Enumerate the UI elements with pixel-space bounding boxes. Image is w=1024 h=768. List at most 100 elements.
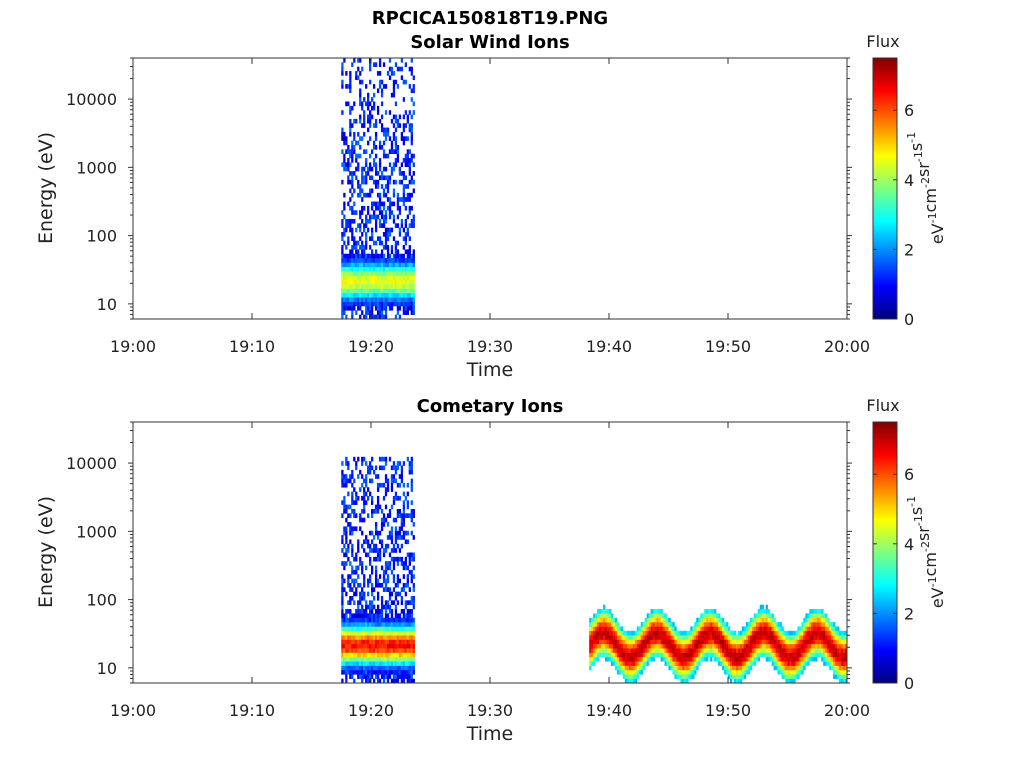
spectrogram-cell bbox=[745, 656, 749, 662]
spectrogram-cell bbox=[696, 648, 699, 653]
spectrogram-cell bbox=[369, 626, 372, 632]
spectrogram-cell bbox=[386, 587, 390, 592]
spectrogram-cell bbox=[372, 201, 376, 207]
spectrogram-cell bbox=[843, 643, 846, 649]
spectrogram-cell bbox=[733, 648, 737, 653]
spectrogram-cell bbox=[610, 648, 614, 653]
spectrogram-cell bbox=[825, 639, 828, 645]
spectrogram-cell bbox=[654, 622, 657, 627]
spectrogram-cell bbox=[787, 656, 790, 662]
spectrogram-cell bbox=[712, 639, 715, 645]
spectrogram-cell bbox=[345, 456, 348, 462]
spectrogram-cell bbox=[609, 656, 612, 662]
spectrogram-cell bbox=[757, 609, 761, 614]
spectrogram-cell bbox=[408, 556, 411, 562]
spectrogram-cell bbox=[747, 669, 751, 675]
spectrogram-cell bbox=[378, 218, 382, 224]
spectrogram-cell bbox=[386, 635, 390, 640]
spectrogram-cell bbox=[829, 648, 832, 653]
spectrogram-cell bbox=[642, 639, 645, 645]
spectrogram-cell bbox=[355, 587, 358, 592]
spectrogram-cell bbox=[343, 279, 346, 285]
spectrogram-cell bbox=[349, 587, 352, 592]
spectrogram-cell bbox=[363, 275, 366, 281]
spectrogram-cell bbox=[371, 271, 374, 276]
spectrogram-cell bbox=[384, 643, 388, 649]
spectrogram-cell bbox=[365, 175, 368, 181]
spectrogram-cell bbox=[741, 665, 745, 671]
spectrogram-cell bbox=[374, 582, 378, 588]
spectrogram-cell bbox=[365, 665, 368, 671]
spectrogram-cell bbox=[398, 526, 402, 532]
spectrogram-cell bbox=[388, 253, 392, 259]
spectrogram-cell bbox=[382, 643, 386, 649]
spectrogram-cell bbox=[382, 266, 386, 272]
spectrogram-cell bbox=[382, 284, 386, 289]
spectrogram-cell bbox=[347, 166, 350, 172]
spectrogram-cell bbox=[666, 635, 669, 640]
spectrogram-cell bbox=[622, 661, 626, 666]
spectrogram-cell bbox=[809, 617, 812, 623]
spectrogram-cell bbox=[343, 543, 346, 549]
spectrogram-cell bbox=[759, 626, 763, 632]
spectrogram-cell bbox=[765, 635, 768, 640]
spectrogram-cell bbox=[355, 461, 358, 466]
spectrogram-cell bbox=[793, 630, 796, 636]
spectrogram-cell bbox=[363, 578, 366, 584]
spectrogram-cell bbox=[672, 639, 675, 645]
spectrogram-cell bbox=[363, 253, 366, 259]
spectrogram-cell bbox=[402, 97, 406, 102]
spectrogram-cell bbox=[410, 517, 413, 523]
spectrogram-cell bbox=[720, 652, 723, 658]
spectrogram-cell bbox=[811, 635, 814, 640]
spectrogram-cell bbox=[372, 258, 376, 263]
spectrogram-cell bbox=[371, 456, 374, 462]
spectrogram-cell bbox=[394, 635, 398, 640]
spectrogram-cell bbox=[386, 245, 390, 250]
spectrogram-cell bbox=[593, 622, 596, 627]
spectrogram-cell bbox=[400, 469, 404, 475]
spectrogram-cell bbox=[837, 635, 840, 640]
spectrogram-cell bbox=[819, 617, 822, 623]
spectrogram-cell bbox=[374, 205, 378, 211]
spectrogram-cell bbox=[392, 266, 396, 272]
spectrogram-cell bbox=[726, 643, 729, 649]
spectrogram-cell bbox=[376, 192, 380, 198]
spectrogram-cell bbox=[374, 123, 378, 128]
spectrogram-cell bbox=[357, 271, 360, 276]
spectrogram-cell bbox=[660, 652, 663, 658]
spectrogram-cell bbox=[347, 240, 350, 246]
spectrogram-cell bbox=[690, 652, 693, 658]
spectrogram-cell bbox=[384, 648, 388, 653]
spectrogram-cell bbox=[841, 639, 844, 645]
spectrogram-cell bbox=[392, 271, 396, 276]
spectrogram-cell bbox=[591, 622, 594, 627]
spectrogram-cell bbox=[357, 639, 360, 645]
spectrogram-cell bbox=[835, 639, 838, 645]
spectrogram-cell bbox=[620, 652, 624, 658]
spectrogram-cell bbox=[614, 630, 618, 636]
spectrogram-cell bbox=[783, 669, 786, 675]
spectrogram-cell bbox=[658, 617, 661, 623]
spectrogram-cell bbox=[839, 635, 842, 640]
spectrogram-cell bbox=[363, 284, 366, 289]
spectrogram-cell bbox=[361, 604, 364, 610]
spectrogram-cell bbox=[765, 639, 768, 645]
spectrogram-cell bbox=[797, 643, 800, 649]
spectrogram-cell bbox=[618, 656, 622, 662]
spectrogram-cell bbox=[345, 665, 348, 671]
spectrogram-cell bbox=[353, 297, 356, 302]
spectrogram-cell bbox=[700, 639, 703, 645]
spectrogram-cell bbox=[353, 201, 356, 207]
spectrogram-cell bbox=[374, 465, 378, 471]
spectrogram-cell bbox=[351, 288, 354, 294]
spectrogram-cell bbox=[642, 630, 645, 636]
spectrogram-cell bbox=[371, 656, 374, 662]
colorbar-tick-label: 6 bbox=[904, 101, 914, 120]
spectrogram-cell bbox=[398, 271, 402, 276]
spectrogram-cell bbox=[751, 661, 755, 666]
spectrogram-cell bbox=[349, 262, 352, 268]
spectrogram-cell bbox=[835, 674, 838, 679]
spectrogram-cell bbox=[412, 75, 415, 81]
spectrogram-cell bbox=[349, 652, 352, 658]
